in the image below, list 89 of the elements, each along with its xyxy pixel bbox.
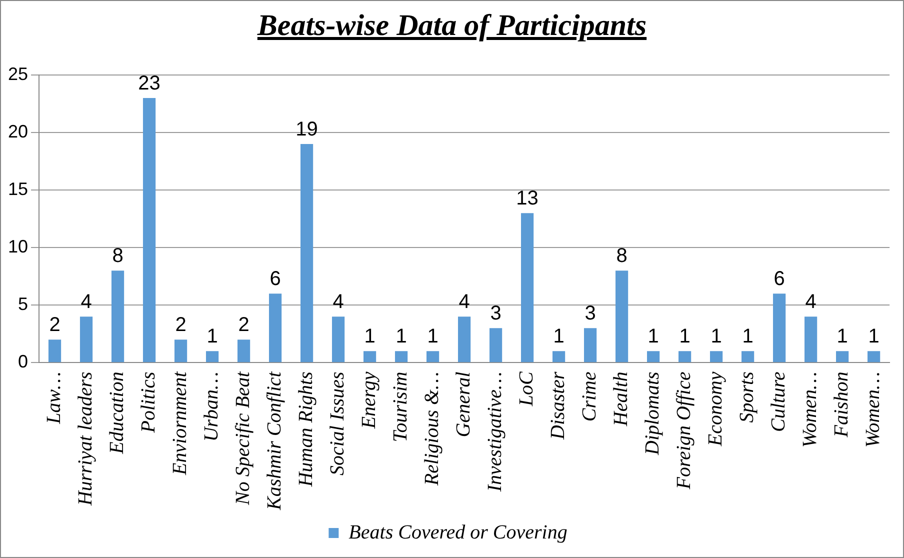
data-label: 1: [679, 326, 690, 348]
bar: [647, 351, 660, 362]
bar: [394, 351, 408, 362]
data-label: 1: [206, 326, 218, 348]
data-label: 1: [427, 326, 438, 348]
x-tick-label: Law…: [43, 372, 66, 425]
x-tick-label: Faishon: [830, 372, 853, 438]
x-tick-label: Sports: [736, 371, 758, 423]
data-label: 3: [490, 302, 502, 325]
data-label: 1: [868, 326, 880, 348]
x-tick-label: Urban…: [200, 372, 223, 442]
x-tick-label: LoC: [516, 370, 538, 408]
legend-label: Beats Covered or Covering: [348, 521, 568, 544]
data-label: 1: [396, 326, 407, 348]
x-tick-label: Crime: [578, 372, 601, 422]
bar: [836, 351, 849, 362]
data-label: 1: [710, 326, 722, 348]
data-label: 1: [648, 326, 659, 348]
x-tick-label: Hurriyat leaders: [74, 371, 97, 507]
bar: [111, 270, 124, 362]
bar: [868, 351, 880, 362]
bar: [804, 316, 818, 362]
data-label: 23: [138, 72, 160, 95]
bar: [48, 340, 62, 362]
data-label: 4: [80, 291, 92, 314]
x-tick-label: Women…: [862, 372, 884, 448]
y-tick-label: 10: [8, 236, 28, 257]
x-tick-label: Energy: [358, 372, 380, 430]
bar: [237, 340, 250, 362]
data-label: 8: [616, 245, 628, 268]
y-tick-label: 20: [8, 122, 28, 142]
x-tick-label: Education: [106, 372, 128, 455]
data-label: 13: [516, 188, 538, 210]
x-tick-label: No Specific Beat: [232, 371, 254, 506]
bar: [174, 340, 188, 362]
data-label: 1: [553, 326, 564, 348]
bar: [584, 328, 597, 362]
x-tick-label: Social Issues: [326, 371, 349, 476]
x-tick-label: Enviornment: [169, 371, 192, 476]
bar: [142, 98, 156, 362]
bar: [710, 351, 723, 362]
bar: [426, 351, 440, 362]
bar: [742, 351, 754, 362]
x-tick-label: Politics: [138, 371, 160, 434]
data-label: 2: [238, 314, 250, 336]
y-tick-label: 25: [8, 64, 28, 84]
data-label: 8: [112, 245, 124, 268]
x-tick-label: Diplomats: [642, 371, 664, 456]
bar: [268, 294, 282, 362]
data-label: 2: [175, 314, 186, 336]
y-tick-label: 5: [18, 294, 28, 314]
x-tick-label: Human Rights: [295, 371, 318, 488]
bar: [520, 213, 534, 362]
x-tick-label: Women…: [799, 372, 822, 448]
data-label: 1: [364, 326, 376, 348]
bar: [363, 351, 376, 362]
bar: [332, 316, 345, 362]
data-label: 6: [270, 268, 281, 290]
data-label: 2: [49, 314, 60, 336]
x-tick-label: Disaster: [547, 371, 570, 440]
data-label: 4: [458, 291, 470, 314]
data-label: 6: [774, 268, 785, 290]
data-label: 4: [332, 291, 344, 314]
data-label: 19: [296, 118, 318, 141]
data-label: 3: [584, 302, 596, 325]
x-tick-label: Kashmir Conflict: [264, 371, 286, 512]
bar: [489, 328, 502, 362]
bar: [80, 316, 93, 362]
bar: [300, 144, 314, 362]
x-tick-label: General: [452, 371, 475, 438]
bar: [616, 270, 628, 362]
y-tick-label: 0: [18, 352, 28, 372]
x-tick-label: Tourisim: [390, 372, 412, 442]
bar: [552, 351, 566, 362]
y-tick-label: 15: [8, 179, 28, 200]
x-tick-label: Culture: [768, 372, 790, 432]
data-label: 1: [836, 326, 848, 348]
x-tick-label: Health: [610, 372, 632, 428]
bar: [773, 294, 786, 362]
bar: [458, 316, 471, 362]
x-tick-label: Foreign Office: [673, 372, 696, 490]
x-tick-label: Investigative…: [484, 372, 506, 493]
data-label: 4: [805, 291, 816, 314]
chart-title: Beats-wise Data of Participants: [256, 9, 648, 44]
data-label: 1: [742, 326, 754, 348]
bar: [678, 351, 692, 362]
bar: [206, 351, 219, 362]
x-tick-label: Economy: [704, 372, 727, 448]
x-tick-label: Religious &…: [421, 372, 444, 487]
